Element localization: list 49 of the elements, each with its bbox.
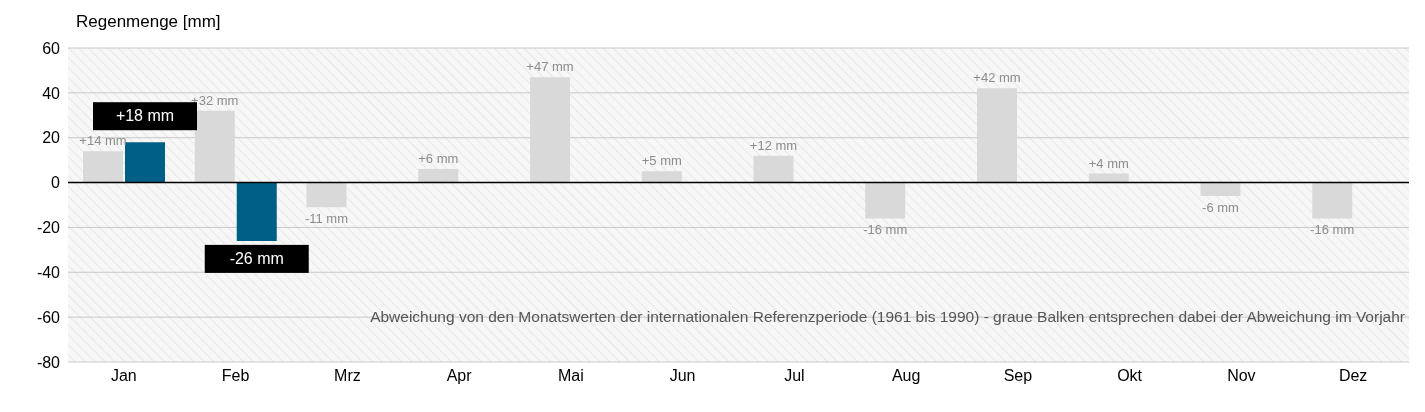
x-tick-label: Mrz	[334, 367, 361, 385]
x-tick-label: Feb	[221, 367, 250, 385]
bar	[1200, 182, 1241, 197]
annotation: Abweichung von den Monatswerten der internationalen Referenzperiode (1961 bis 1990) - graue Balken entsprechen dabei der Abweichung im Vorjahr	[370, 308, 1405, 326]
y-tick-label: -40	[36, 263, 61, 281]
data-label: +4 mm	[1088, 155, 1129, 171]
bar	[125, 142, 165, 183]
bar	[977, 88, 1017, 183]
x-tick-label: Jul	[784, 367, 805, 385]
data-label: +14 mm	[79, 133, 127, 149]
y-tick-label: -60	[36, 308, 61, 326]
data-label: -16 mm	[1310, 222, 1355, 238]
x-tick-label: Okt	[1117, 367, 1143, 385]
y-tick-label: -80	[36, 353, 61, 371]
x-tick-label: Apr	[446, 367, 473, 385]
bar	[865, 182, 906, 219]
y-tick-label: 0	[51, 174, 61, 192]
data-label: -16 mm	[863, 222, 908, 238]
y-axis-title: Regenmenge [mm]	[76, 12, 221, 32]
x-tick-label: Mai	[557, 367, 584, 385]
x-tick-label: Jan	[110, 367, 137, 385]
data-label: +12 mm	[749, 137, 798, 153]
bar	[641, 171, 682, 183]
x-tick-label: Nov	[1227, 367, 1256, 385]
data-label: +6 mm	[418, 151, 459, 167]
bar	[194, 110, 235, 183]
x-tick-label: Dez	[1338, 367, 1368, 385]
data-label: -6 mm	[1202, 200, 1239, 216]
bar	[306, 182, 347, 208]
data-label: +42 mm	[973, 70, 1021, 86]
x-tick-label: Sep	[1003, 367, 1033, 385]
bar	[1312, 182, 1353, 219]
bar	[753, 155, 794, 183]
y-tick-label: 20	[42, 129, 61, 147]
data-label: +18 mm	[115, 107, 175, 125]
y-tick-label: -20	[36, 219, 61, 237]
y-tick-label: 60	[42, 39, 61, 57]
bar	[530, 77, 570, 183]
data-label: +32 mm	[191, 92, 239, 108]
y-tick-label: 40	[42, 84, 61, 102]
bar	[83, 151, 123, 183]
bar	[418, 169, 459, 183]
x-tick-label: Aug	[891, 367, 921, 385]
data-label: -26 mm	[229, 249, 284, 267]
data-label: +47 mm	[526, 59, 574, 75]
data-label: +5 mm	[641, 153, 682, 169]
data-label: -11 mm	[304, 211, 349, 227]
bar	[236, 182, 277, 241]
x-tick-label: Jun	[669, 367, 696, 385]
